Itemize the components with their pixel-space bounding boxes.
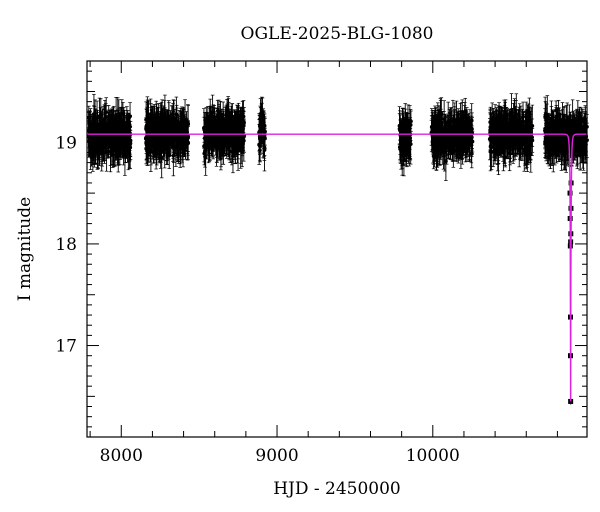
data-point [157, 144, 162, 148]
data-point [227, 141, 232, 146]
data-point [167, 139, 171, 144]
data-point [158, 120, 163, 125]
data-point [222, 128, 227, 133]
data-point [124, 128, 129, 133]
data-point [116, 148, 121, 153]
data-point [241, 114, 246, 119]
data-point [99, 150, 104, 155]
data-point [207, 141, 212, 146]
data-point [121, 120, 126, 125]
data-point [212, 117, 217, 122]
data-point [257, 136, 262, 141]
data-point [88, 137, 93, 142]
data-point [441, 147, 446, 152]
data-point [169, 121, 174, 126]
data-point [186, 121, 190, 125]
data-point [96, 143, 101, 148]
chart-title: OGLE-2025-BLG-1080 [241, 24, 434, 44]
data-point [181, 120, 186, 125]
data-point [109, 138, 114, 142]
data-point [93, 135, 98, 140]
data-point [233, 125, 237, 130]
data-point [263, 136, 267, 141]
data-point [208, 117, 213, 121]
data-point [230, 121, 235, 126]
data-point [177, 140, 182, 145]
data-point [207, 121, 212, 125]
data-point [98, 113, 103, 117]
data-point [202, 151, 207, 156]
season-6 [429, 97, 475, 181]
data-point [408, 141, 413, 146]
data-point [215, 138, 220, 143]
data-point [145, 123, 150, 127]
data-point [154, 120, 159, 125]
data-point [241, 138, 246, 143]
data-point [99, 126, 104, 131]
data-point [226, 118, 231, 123]
data-point [239, 127, 243, 132]
data-layer [86, 93, 589, 405]
season-5 [397, 103, 413, 177]
data-point [173, 120, 177, 125]
data-point [224, 121, 229, 126]
data-point [114, 125, 119, 130]
data-point [165, 123, 170, 128]
data-point [400, 120, 405, 125]
data-point [445, 142, 449, 147]
data-point [128, 145, 133, 150]
data-point [171, 138, 176, 143]
data-point [443, 159, 448, 164]
data-point [161, 144, 166, 149]
season-2 [143, 94, 191, 179]
data-point [122, 137, 126, 142]
data-point [90, 134, 95, 139]
season-1 [86, 93, 133, 176]
season-3 [202, 94, 247, 176]
data-point [117, 127, 121, 131]
data-point [259, 112, 264, 117]
data-point [149, 122, 153, 126]
data-point [221, 136, 225, 141]
data-point [232, 133, 237, 138]
data-point [155, 129, 160, 134]
data-point [215, 114, 220, 119]
data-point [144, 147, 149, 151]
data-point [399, 140, 403, 145]
data-point [93, 126, 98, 130]
data-point [102, 125, 107, 130]
data-point [178, 145, 183, 149]
data-point [106, 129, 111, 133]
data-point [159, 155, 164, 160]
